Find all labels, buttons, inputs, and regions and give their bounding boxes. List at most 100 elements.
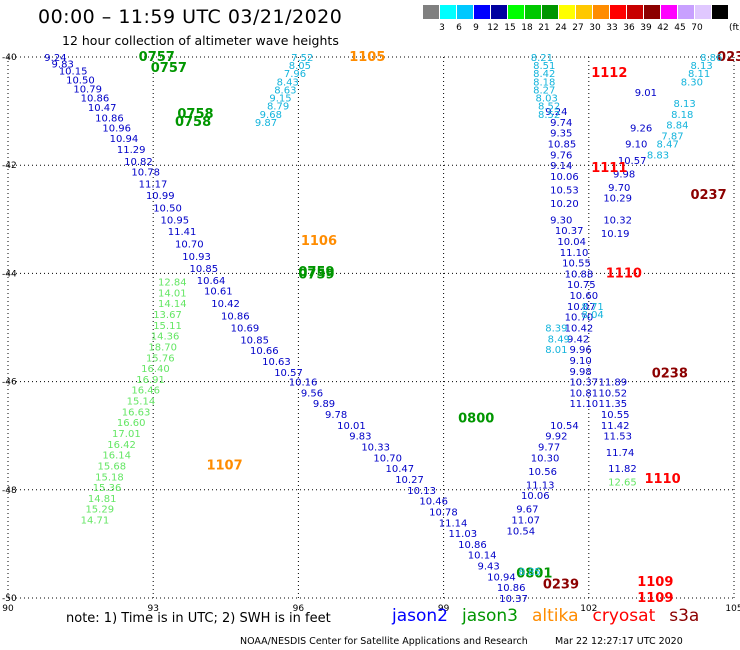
pass-time-label: 0236 <box>717 50 740 65</box>
wave-height-label: 8.42 <box>533 69 555 80</box>
wave-height-label: 10.64 <box>197 276 226 287</box>
wave-height-label: 16.14 <box>102 451 131 462</box>
wave-height-label: 11.35 <box>598 399 627 410</box>
wave-height-label: 10.30 <box>531 453 560 464</box>
x-tick-label: 96 <box>293 604 305 614</box>
scale-swatch <box>695 5 711 19</box>
wave-height-label: 10.85 <box>190 264 219 275</box>
wave-height-label: 10.86 <box>458 540 487 551</box>
wave-height-label: 9.98 <box>613 169 635 180</box>
wave-height-label: 8.18 <box>533 77 555 88</box>
scale-swatch <box>576 5 592 19</box>
y-tick-label: -42 <box>2 161 17 171</box>
wave-height-label: 10.70 <box>565 313 594 324</box>
wave-height-label: 10.78 <box>429 507 458 518</box>
scale-tick-label: 3 <box>439 23 445 33</box>
wave-height-label: 10.79 <box>73 84 102 95</box>
y-tick-label: -48 <box>2 486 17 496</box>
wave-height-label: 14.71 <box>81 516 110 527</box>
pass-time-label: 0239 <box>543 577 579 592</box>
timestamp: Mar 22 12:27:17 UTC 2020 <box>555 636 683 647</box>
wave-height-label: 10.37 <box>499 594 528 605</box>
wave-height-label: 16.46 <box>131 386 160 397</box>
wave-height-label: 11.10 <box>569 399 598 410</box>
wave-height-label: 9.56 <box>301 388 323 399</box>
wave-height-label: 9.35 <box>550 129 572 140</box>
pass-time-label: 1111 <box>591 161 627 176</box>
scale-unit: (ft) <box>729 23 740 33</box>
chart-subtitle: 12 hour collection of altimeter wave hei… <box>62 33 339 48</box>
wave-height-label: 16.42 <box>107 440 136 451</box>
scale-tick-label: 42 <box>657 23 669 33</box>
wave-height-label: 9.30 <box>550 215 572 226</box>
legend-item: jason2 <box>392 606 448 626</box>
wave-height-label: 7.52 <box>291 53 313 64</box>
wave-height-label: 10.94 <box>110 134 139 145</box>
scale-swatch <box>474 5 490 19</box>
wave-height-label: 15.36 <box>93 483 122 494</box>
wave-height-label: 10.37 <box>555 226 584 237</box>
wave-height-label: 9.68 <box>260 110 282 121</box>
wave-height-label: 9.70 <box>608 183 630 194</box>
wave-height-label: 9.24 <box>44 53 66 64</box>
wave-height-label: 9.14 <box>550 161 572 172</box>
x-tick-label: 99 <box>438 604 450 614</box>
wave-height-label: 11.10 <box>560 248 589 259</box>
wave-height-label: 10.85 <box>548 140 577 151</box>
scale-tick-label: 33 <box>606 23 618 33</box>
wave-height-label: 8.05 <box>289 61 311 72</box>
credit-line: NOAA/NESDIS Center for Satellite Applica… <box>240 636 528 647</box>
scale-tick-label: 70 <box>691 23 703 33</box>
wave-height-label: 14.14 <box>158 299 187 310</box>
wave-height-label: 10.01 <box>337 421 366 432</box>
scale-tick-label: 15 <box>504 23 516 33</box>
wave-height-label: 15.11 <box>153 321 182 332</box>
wave-height-label: 10.55 <box>562 259 591 270</box>
pass-time-label: 0758 <box>177 107 213 122</box>
wave-height-label: 10.13 <box>407 486 436 497</box>
wave-height-label: 10.33 <box>361 443 390 454</box>
pass-time-label: 0757 <box>139 50 175 65</box>
wave-height-label: 10.07 <box>567 302 596 313</box>
wave-height-label: 9.26 <box>630 123 652 134</box>
scale-tick-label: 39 <box>640 23 652 33</box>
wave-height-label: 8.63 <box>274 85 296 96</box>
wave-height-label: 8.18 <box>671 110 693 121</box>
wave-height-label: 15.18 <box>95 472 124 483</box>
wave-height-label: 10.15 <box>59 67 88 78</box>
wave-height-label: 10.70 <box>175 240 204 251</box>
wave-height-label: 9.76 <box>550 150 572 161</box>
wave-height-label: 8.85 <box>519 567 541 578</box>
wave-height-label: 11.29 <box>117 145 146 156</box>
satellite-legend: jason2 jason3 altika cryosat s3a <box>392 606 713 626</box>
wave-height-label: 10.57 <box>274 368 303 379</box>
wave-height-label: 10.46 <box>419 497 448 508</box>
wave-height-label: 15.14 <box>127 397 156 408</box>
wave-height-label: 8.47 <box>657 140 679 151</box>
x-tick-label: 93 <box>147 604 158 614</box>
wave-height-label: 10.96 <box>102 123 131 134</box>
wave-height-label: 11.89 <box>598 378 627 389</box>
wave-height-label: 9.15 <box>269 94 291 105</box>
scale-swatch <box>712 5 728 19</box>
scale-tick-label: 12 <box>487 23 499 33</box>
wave-height-label: 11.42 <box>601 421 630 432</box>
wave-height-label: 10.95 <box>160 215 189 226</box>
legend-item: s3a <box>669 606 700 626</box>
wave-height-label: 11.74 <box>606 448 635 459</box>
wave-height-label: 16.91 <box>136 375 165 386</box>
legend-item: jason3 <box>462 606 518 626</box>
scale-tick-label: 6 <box>456 23 462 33</box>
wave-height-label: 10.82 <box>124 157 153 168</box>
pass-time-label: 0759 <box>298 267 334 282</box>
pass-time-label: 1109 <box>637 591 673 606</box>
scale-swatch <box>440 5 456 19</box>
wave-height-label: 10.93 <box>182 252 211 263</box>
wave-height-label: 10.37 <box>569 378 598 389</box>
scale-swatch <box>508 5 524 19</box>
wave-height-label: 10.86 <box>95 114 124 125</box>
wave-height-label: 13.67 <box>153 310 182 321</box>
scale-swatch <box>525 5 541 19</box>
